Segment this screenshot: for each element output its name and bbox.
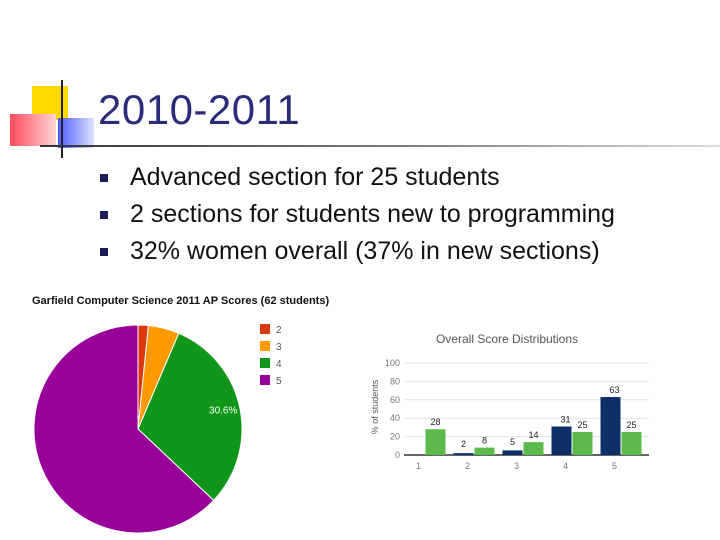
slide-title: 2010-2011 (98, 86, 301, 133)
deco-vertical-line (61, 80, 63, 158)
bar-value-label: 5 (510, 437, 515, 447)
y-tick-label: 40 (390, 413, 400, 423)
x-tick-label: 4 (563, 461, 568, 471)
y-tick-label: 20 (390, 432, 400, 442)
legend-label: 4 (276, 359, 282, 370)
bar-value-label: 28 (430, 417, 440, 427)
y-tick-label: 60 (390, 395, 400, 405)
bar-value-label: 25 (626, 420, 636, 430)
y-tick-label: 100 (385, 358, 400, 368)
x-tick-label: 1 (416, 461, 421, 471)
pie-chart: Garfield Computer Science 2011 AP Scores… (20, 295, 329, 534)
bar-series1-3 (502, 450, 523, 455)
bar-value-label: 14 (528, 430, 538, 440)
bar-value-label: 8 (482, 436, 487, 446)
bar-series1-2 (453, 453, 474, 455)
bar-series2-2 (474, 447, 495, 455)
bar-series1-5 (600, 397, 621, 455)
deco-horizontal-line (40, 145, 720, 147)
deco-red-square (10, 114, 56, 146)
bar-chart: Overall Score Distributions % of student… (370, 332, 649, 471)
x-tick-label: 5 (612, 461, 617, 471)
pie-slice-5 (33, 324, 215, 534)
bullet-text: 32% women overall (37% in new sections) (130, 237, 600, 265)
legend-swatch-4 (260, 358, 270, 368)
bar-series1-4 (551, 426, 572, 455)
legend-label: 5 (276, 376, 282, 387)
bar-series2-1 (425, 429, 446, 455)
bar-value-label: 63 (609, 385, 619, 395)
bar-series2-3 (523, 442, 544, 455)
bar-value-label: 2 (461, 439, 466, 449)
deco-blue-square (58, 118, 94, 148)
x-tick-label: 3 (514, 461, 519, 471)
bar-chart-ylabel: % of students (370, 379, 380, 434)
bullet-list: Advanced section for 25 students 2 secti… (100, 162, 615, 273)
bullet-text: 2 sections for students new to programmi… (130, 200, 615, 228)
legend-swatch-2 (260, 324, 270, 334)
bullet-square-icon (100, 248, 108, 256)
legend-label: 2 (276, 325, 282, 336)
pie-slice-4 (137, 332, 243, 502)
pie-value-label: 30.6% (209, 406, 237, 417)
legend-label: 3 (276, 342, 282, 353)
bullet-item: Advanced section for 25 students (100, 162, 615, 199)
legend-swatch-5 (260, 375, 270, 385)
bar-chart-title: Overall Score Distributions (436, 332, 578, 346)
bar-value-label: 25 (577, 420, 587, 430)
bullet-square-icon (100, 211, 108, 219)
bar-value-label: 31 (560, 414, 570, 424)
bullet-text: Advanced section for 25 students (130, 163, 500, 191)
bullet-item: 32% women overall (37% in new sections) (100, 236, 615, 273)
y-tick-label: 80 (390, 376, 400, 386)
pie-value-label: 62.9% (20, 482, 41, 493)
x-tick-label: 2 (465, 461, 470, 471)
pie-chart-title: Garfield Computer Science 2011 AP Scores… (32, 295, 329, 307)
bar-series2-4 (572, 432, 593, 455)
bar-series2-5 (621, 432, 642, 455)
legend-swatch-3 (260, 341, 270, 351)
y-tick-label: 0 (395, 450, 400, 460)
bullet-item: 2 sections for students new to programmi… (100, 199, 615, 236)
bullet-square-icon (100, 174, 108, 182)
